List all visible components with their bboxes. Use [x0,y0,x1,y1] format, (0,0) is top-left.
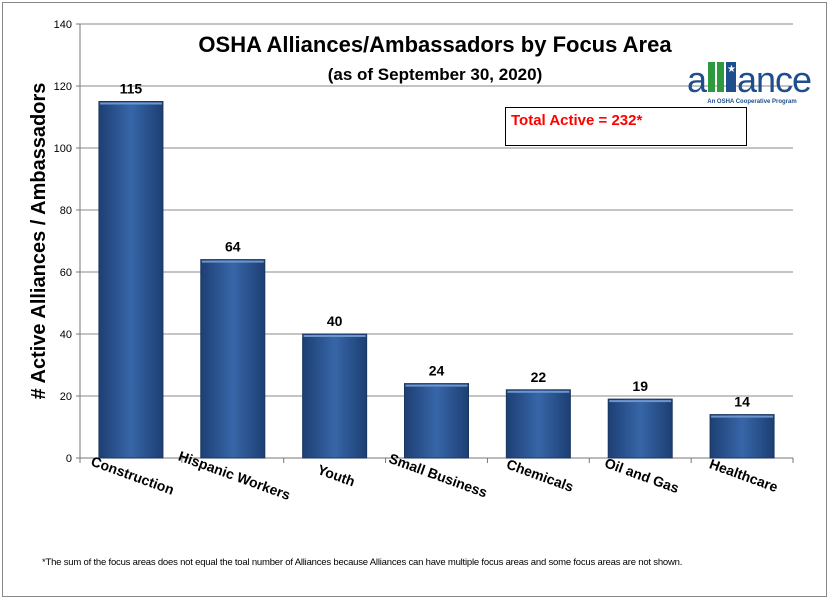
y-tick-label: 100 [54,143,72,155]
bar [404,383,469,459]
y-tick-label: 40 [60,329,72,341]
bar-highlight [507,390,570,393]
bar [302,333,368,459]
y-axis-label: # Active Alliances / Ambassadors [28,83,50,400]
x-tick-label: Chemicals [504,456,575,495]
y-tick-label: 20 [60,391,72,403]
data-label: 64 [225,239,241,255]
y-tick-label: 140 [54,19,72,31]
chart-title: OSHA Alliances/Ambassadors by Focus Area [198,32,672,57]
bar-highlight [405,384,468,387]
total-active-text: Total Active = 232* [511,112,643,129]
y-tick-label: 0 [66,453,72,465]
bar [607,398,673,459]
x-tick-label: Youth [315,461,357,489]
bar [505,389,571,459]
bar-highlight [609,400,672,403]
data-label: 22 [531,369,547,385]
y-tick-label: 120 [54,81,72,93]
x-tick-label: Oil and Gas [603,454,682,496]
total-active-annotation: Total Active = 232* [505,107,747,146]
svg-text:ance: ance [737,59,811,100]
data-label: 115 [120,81,143,97]
bar-highlight [303,335,366,337]
gridlines [76,23,794,463]
y-tick-label: 60 [60,267,72,279]
svg-text:★: ★ [727,64,736,75]
bar-highlight [99,102,162,105]
x-tick-label: Healthcare [707,456,780,496]
chart-subtitle: (as of September 30, 2020) [328,65,542,84]
alliance-logo: a ★ ance An OSHA Cooperative Program [687,59,812,105]
bar-highlight [711,415,774,418]
bar [200,259,266,459]
bar [98,101,164,459]
data-label: 40 [327,313,343,329]
bar-highlight [201,260,264,263]
data-label: 14 [734,394,750,410]
bar [709,414,775,459]
svg-text:a: a [687,59,708,100]
footnote: *The sum of the focus areas does not equ… [42,557,683,568]
x-tick-label: Construction [89,453,176,498]
bars [98,101,775,459]
svg-text:An OSHA Cooperative Program: An OSHA Cooperative Program [707,99,796,105]
data-label: 24 [429,363,445,379]
data-label: 19 [632,378,648,394]
y-tick-label: 80 [60,205,72,217]
